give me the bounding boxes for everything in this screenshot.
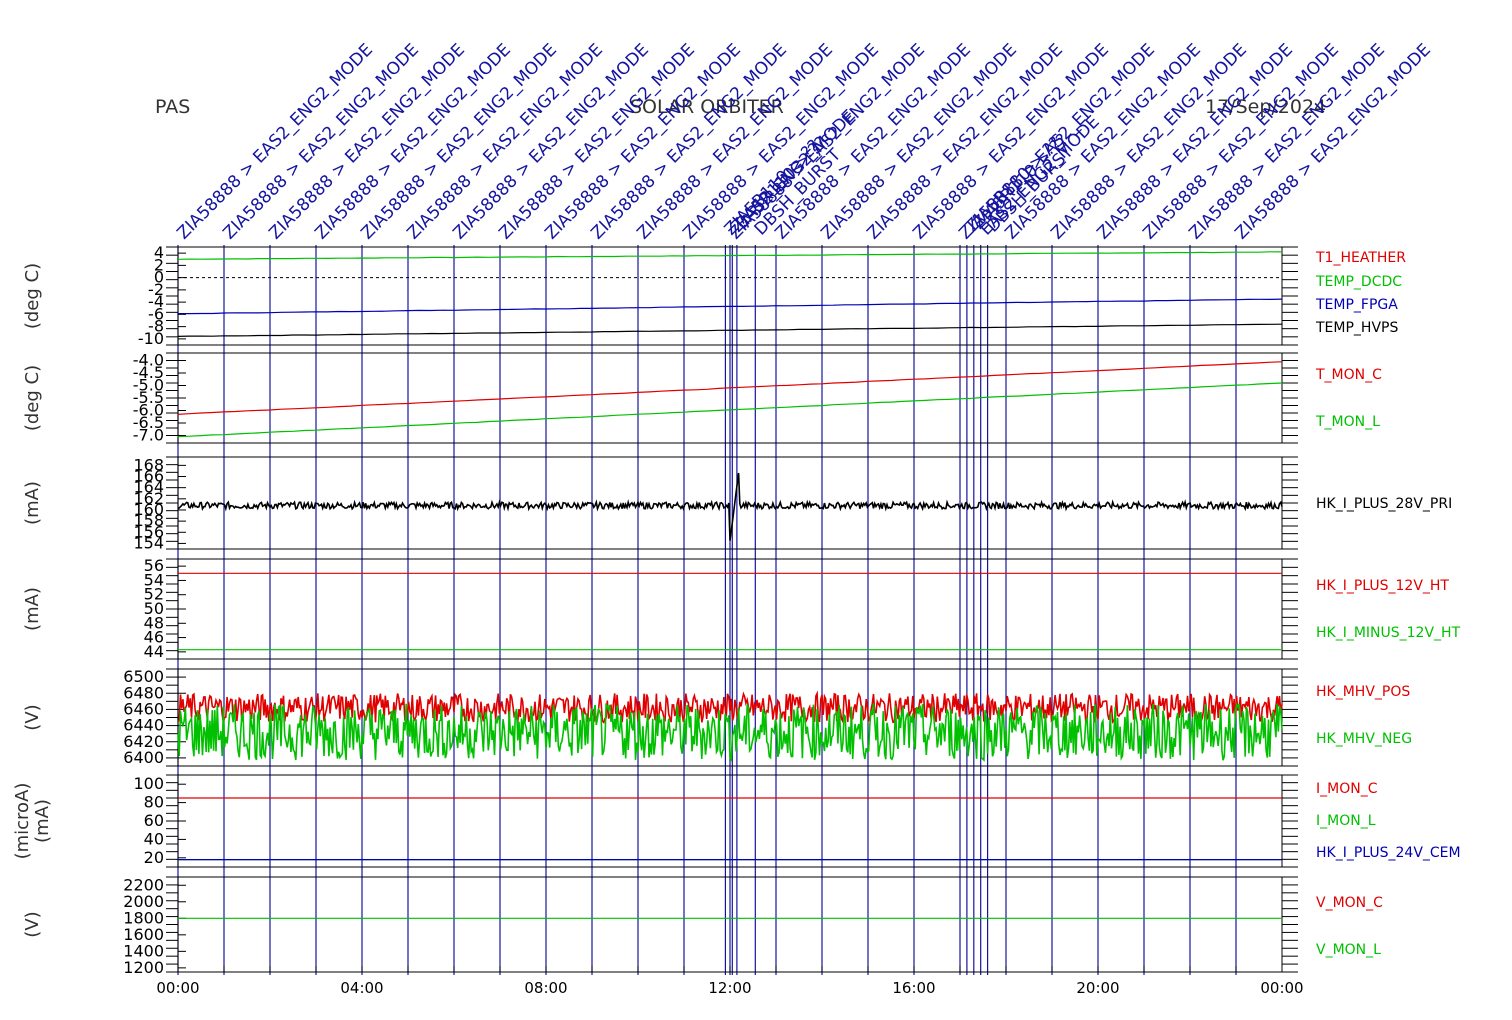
y-tick-label: 80 (144, 793, 164, 812)
y-axis-label: (microA) (12, 783, 33, 860)
y-tick-label: 50 (144, 599, 164, 618)
x-tick-label: 08:00 (524, 979, 567, 997)
legend-label: HK_I_PLUS_28V_PRI (1316, 496, 1452, 512)
y-tick-label: 1600 (123, 925, 164, 944)
legend-label: T_MON_L (1315, 414, 1380, 430)
y-tick-label: 20 (144, 848, 164, 867)
y-tick-label: -10 (138, 329, 164, 348)
y-tick-label: 160 (133, 500, 164, 519)
y-tick-label: -6.0 (133, 401, 164, 420)
y-tick-label: 158 (133, 511, 164, 530)
y-tick-label: 52 (144, 585, 164, 604)
legend-label: HK_I_MINUS_12V_HT (1316, 625, 1461, 641)
x-tick-label: 12:00 (708, 979, 751, 997)
y-tick-label: 166 (133, 467, 164, 486)
series-line (177, 472, 1283, 541)
y-tick-label: -4.0 (133, 351, 164, 370)
y-tick-label: 56 (144, 556, 164, 575)
x-tick-label: 00:00 (1260, 979, 1303, 997)
y-axis-label: (V) (22, 704, 43, 730)
x-tick-label: 04:00 (340, 979, 383, 997)
y-axis-label: (mA) (22, 587, 43, 631)
y-tick-label: 40 (144, 829, 164, 848)
y-tick-label: 6500 (123, 667, 164, 686)
series-line (177, 323, 1283, 337)
y-tick-label: 4 (154, 243, 164, 262)
series-line (177, 702, 1283, 763)
legend-label: HK_I_PLUS_12V_HT (1316, 578, 1449, 594)
legend-label: T_MON_C (1315, 367, 1382, 383)
series-line (177, 690, 1283, 725)
y-axis-label: (deg C) (22, 365, 43, 431)
y-tick-label: -8 (148, 317, 164, 336)
y-tick-label: -4 (148, 292, 164, 311)
y-tick-label: 1400 (123, 941, 164, 960)
y-tick-label: 2 (154, 255, 164, 274)
y-tick-label: -5.0 (133, 376, 164, 395)
y-tick-label: 6480 (123, 683, 164, 702)
y-tick-label: 2000 (123, 892, 164, 911)
legend-label: TEMP_DCDC (1315, 274, 1402, 290)
legend-label: HK_I_PLUS_24V_CEM (1316, 845, 1461, 861)
series-line (177, 298, 1283, 315)
series-line (177, 361, 1283, 416)
series-line (177, 382, 1283, 438)
legend-label: I_MON_C (1316, 781, 1378, 797)
y-tick-label: -2 (148, 280, 164, 299)
x-tick-label: 16:00 (892, 979, 935, 997)
y-tick-label: 60 (144, 811, 164, 830)
y-tick-label: 44 (144, 642, 164, 661)
legend-label: HK_MHV_NEG (1316, 731, 1412, 747)
header-right: 17/Sep/2024 (1205, 96, 1327, 118)
y-tick-label: -6.5 (133, 413, 164, 432)
y-tick-label: 54 (144, 570, 164, 589)
y-tick-label: 1200 (123, 958, 164, 977)
y-tick-label: 162 (133, 489, 164, 508)
y-axis-label: (deg C) (22, 263, 43, 329)
header-center: SOLAR ORBITER (630, 96, 784, 118)
header-left: PAS (155, 96, 191, 118)
y-tick-label: -6 (148, 304, 164, 323)
legend-label: T1_HEATHER (1315, 250, 1406, 266)
y-axis-label: (mA) (32, 799, 53, 843)
series-line (177, 251, 1283, 260)
legend-label: I_MON_L (1316, 813, 1376, 829)
legend-label: HK_MHV_POS (1316, 684, 1410, 700)
y-tick-label: 156 (133, 522, 164, 541)
y-tick-label: -7.0 (133, 426, 164, 445)
y-axis-label: (V) (22, 911, 43, 937)
y-tick-label: 6400 (123, 748, 164, 767)
y-tick-label: 6460 (123, 699, 164, 718)
y-tick-label: 6420 (123, 732, 164, 751)
y-tick-label: 154 (133, 533, 164, 552)
y-tick-label: 100 (133, 774, 164, 793)
y-tick-label: 48 (144, 613, 164, 632)
y-tick-label: 6440 (123, 716, 164, 735)
legend-label: TEMP_HVPS (1315, 320, 1398, 336)
y-tick-label: -4.5 (133, 363, 164, 382)
legend-label: TEMP_FPGA (1315, 297, 1398, 313)
y-tick-label: 1800 (123, 908, 164, 927)
x-tick-label: 00:00 (156, 979, 199, 997)
legend-label: V_MON_C (1316, 895, 1383, 911)
y-tick-label: -5.5 (133, 388, 164, 407)
y-axis-label: (mA) (22, 481, 43, 525)
y-tick-label: 0 (154, 268, 164, 287)
y-tick-label: 46 (144, 628, 164, 647)
x-tick-label: 20:00 (1076, 979, 1119, 997)
y-tick-label: 2200 (123, 875, 164, 894)
legend-label: V_MON_L (1316, 942, 1381, 958)
y-tick-label: 168 (133, 455, 164, 474)
y-tick-label: 164 (133, 478, 164, 497)
